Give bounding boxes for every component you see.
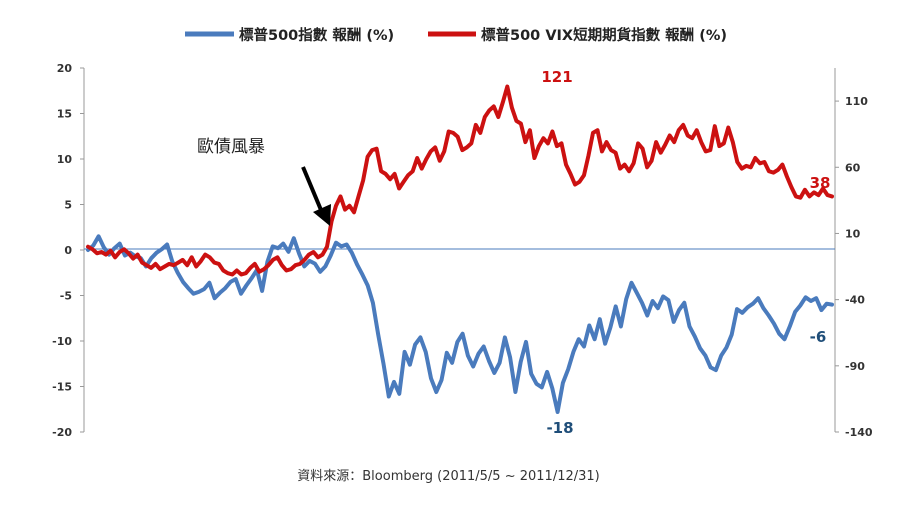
left-tick-label: 10 [57,153,73,166]
right-tick-label: 60 [845,161,861,174]
right-tick-label: 110 [845,95,868,108]
right-axis-ticks: 110 60 10 -40 -90 -140 [835,95,873,439]
right-tick-label: -140 [845,426,873,439]
value-label-sp500-min: -18 [546,419,573,437]
right-tick-label: -90 [845,360,865,373]
left-tick-label: -5 [60,290,72,303]
left-tick-label: 0 [64,244,72,257]
left-tick-label: -20 [52,426,72,439]
annotation-arrow-shaft [301,166,323,211]
series-line-vix [86,84,834,277]
annotation-arrow-head [313,204,331,226]
value-label-sp500-end: -6 [810,328,827,346]
left-tick-label: 20 [57,62,73,75]
right-tick-label: 10 [845,227,861,240]
series-line-sp500 [86,234,834,414]
right-tick-label: -40 [845,294,865,307]
value-label-vix-end: 38 [810,174,831,192]
legend-entry-vix: 標普500 VIX短期期貨指數 報酬 (%) [428,26,727,44]
legend-label-sp500: 標普500指數 報酬 (%) [239,26,394,44]
annotation-label: 歐債風暴 [197,137,265,157]
legend-entry-sp500: 標普500指數 報酬 (%) [185,26,394,44]
annotation-euro-debt-crisis: 歐債風暴 [197,137,331,226]
left-tick-label: -10 [52,335,72,348]
left-axis-ticks: 20 15 10 5 0 -5 -10 -15 -20 [52,62,84,439]
legend-label-vix: 標普500 VIX短期期貨指數 報酬 (%) [481,26,727,44]
left-tick-label: -15 [52,381,72,394]
left-tick-label: 15 [57,108,72,121]
left-tick-label: 5 [64,199,72,212]
legend: 標普500指數 報酬 (%) 標普500 VIX短期期貨指數 報酬 (%) [185,26,727,44]
source-note: 資料來源：Bloomberg (2011/5/5 ~ 2011/12/31) [297,469,600,484]
value-label-vix-max: 121 [541,68,572,86]
